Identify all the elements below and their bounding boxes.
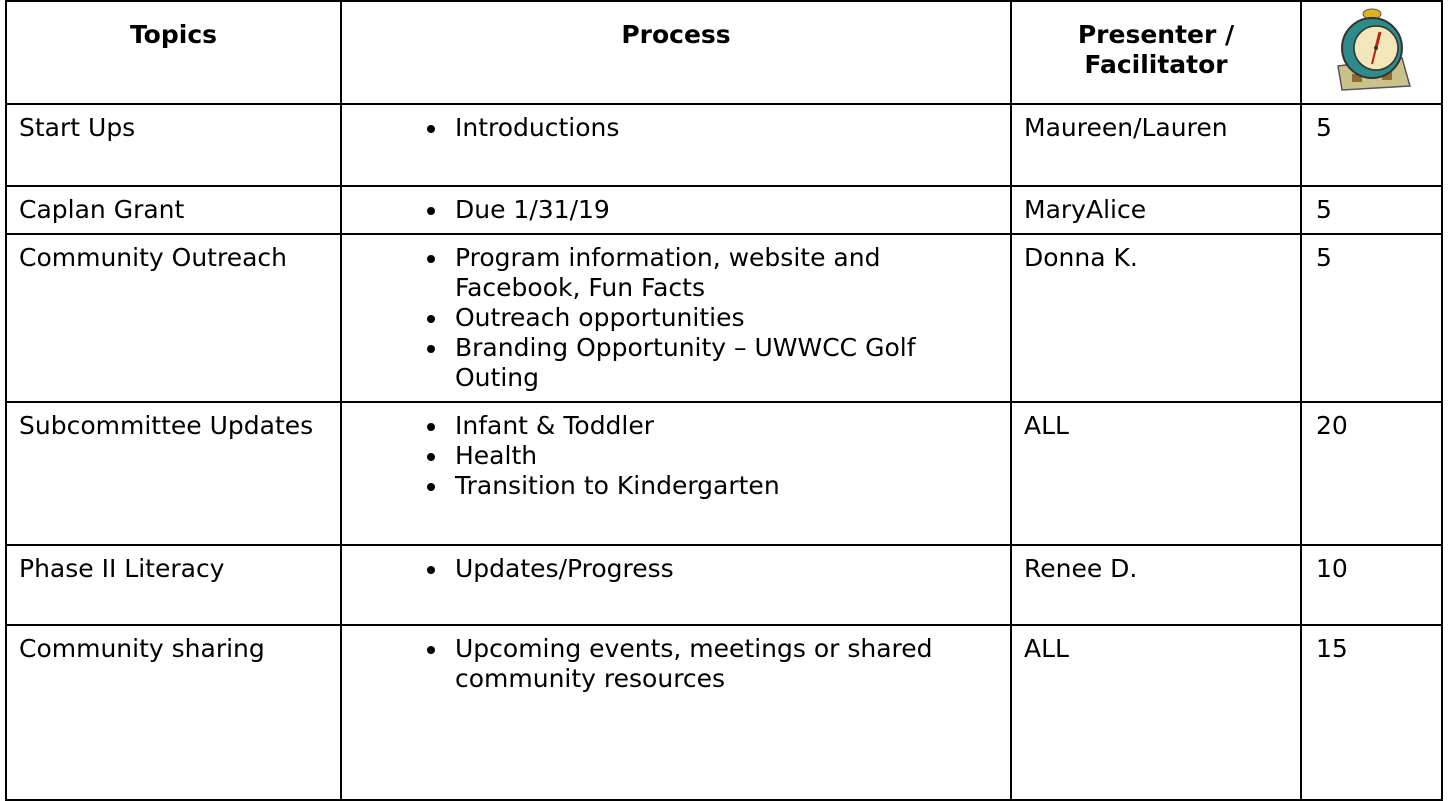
- topic-cell: Community sharing: [5, 624, 342, 801]
- clock-icon-cell: [1300, 0, 1443, 105]
- minutes-cell: 20: [1300, 401, 1443, 546]
- process-cell: Infant & ToddlerHealthTransition to Kind…: [340, 401, 1012, 546]
- process-cell: Updates/Progress: [340, 544, 1012, 626]
- presenter-cell: ALL: [1010, 401, 1302, 546]
- presenter-cell: Renee D.: [1010, 544, 1302, 626]
- minutes-cell: 5: [1300, 103, 1443, 187]
- minutes-cell: 5: [1300, 185, 1443, 235]
- process-cell: Due 1/31/19: [340, 185, 1012, 235]
- process-item: Updates/Progress: [449, 554, 998, 584]
- header-cell: Presenter / Facilitator: [1010, 0, 1302, 105]
- process-item: Infant & Toddler: [449, 411, 998, 441]
- table-row: Community sharing Upcoming events, meetin…: [5, 624, 1443, 801]
- topic-cell: Start Ups: [5, 103, 342, 187]
- minutes-cell: 15: [1300, 624, 1443, 801]
- header-cell: Process: [340, 0, 1012, 105]
- topic-cell: Phase II Literacy: [5, 544, 342, 626]
- process-item: Health: [449, 441, 998, 471]
- minutes-cell: 5: [1300, 233, 1443, 403]
- presenter-cell: Donna K.: [1010, 233, 1302, 403]
- topic-cell: Community Outreach: [5, 233, 342, 403]
- page: Topics Process Presenter / Facilitator S…: [0, 0, 1450, 779]
- process-list: Infant & ToddlerHealthTransition to Kind…: [354, 411, 998, 501]
- process-cell: Introductions: [340, 103, 1012, 187]
- process-list: Updates/Progress: [354, 554, 998, 584]
- topic-cell: Caplan Grant: [5, 185, 342, 235]
- process-list: Upcoming events, meetings or shared comm…: [354, 634, 998, 694]
- table-body: Start UpsIntroductionsMaureen/Lauren5Cap…: [5, 103, 1443, 801]
- clock-icon: [1336, 8, 1411, 91]
- process-item: Branding Opportunity – UWWCC Golf Outing: [449, 333, 998, 393]
- topic-cell: Subcommittee Updates: [5, 401, 342, 546]
- header-cell: Topics: [5, 0, 342, 105]
- process-item: Due 1/31/19: [449, 195, 998, 225]
- process-item: Upcoming events, meetings or shared comm…: [449, 634, 998, 694]
- presenter-cell: ALL: [1010, 624, 1302, 801]
- process-item: Program information, website and Faceboo…: [449, 243, 998, 303]
- process-list: Introductions: [354, 113, 998, 143]
- agenda-table: Topics Process Presenter / Facilitator S…: [5, 0, 1443, 801]
- process-cell: Upcoming events, meetings or shared comm…: [340, 624, 1012, 801]
- process-list: Due 1/31/19: [354, 195, 998, 225]
- table-row: Subcommittee UpdatesInfant & ToddlerHeal…: [5, 401, 1443, 546]
- presenter-cell: MaryAlice: [1010, 185, 1302, 235]
- process-item: Outreach opportunities: [449, 303, 998, 333]
- process-item: Transition to Kindergarten: [449, 471, 998, 501]
- table-row: Phase II Literacy Updates/Progress Renee D…: [5, 544, 1443, 626]
- presenter-cell: Maureen/Lauren: [1010, 103, 1302, 187]
- process-list: Program information, website and Faceboo…: [354, 243, 998, 393]
- minutes-cell: 10: [1300, 544, 1443, 626]
- process-item: Introductions: [449, 113, 998, 143]
- process-cell: Program information, website and Faceboo…: [340, 233, 1012, 403]
- header-row: Topics Process Presenter / Facilitator: [5, 0, 1443, 105]
- table-row: Community Outreach Program information, w…: [5, 233, 1443, 403]
